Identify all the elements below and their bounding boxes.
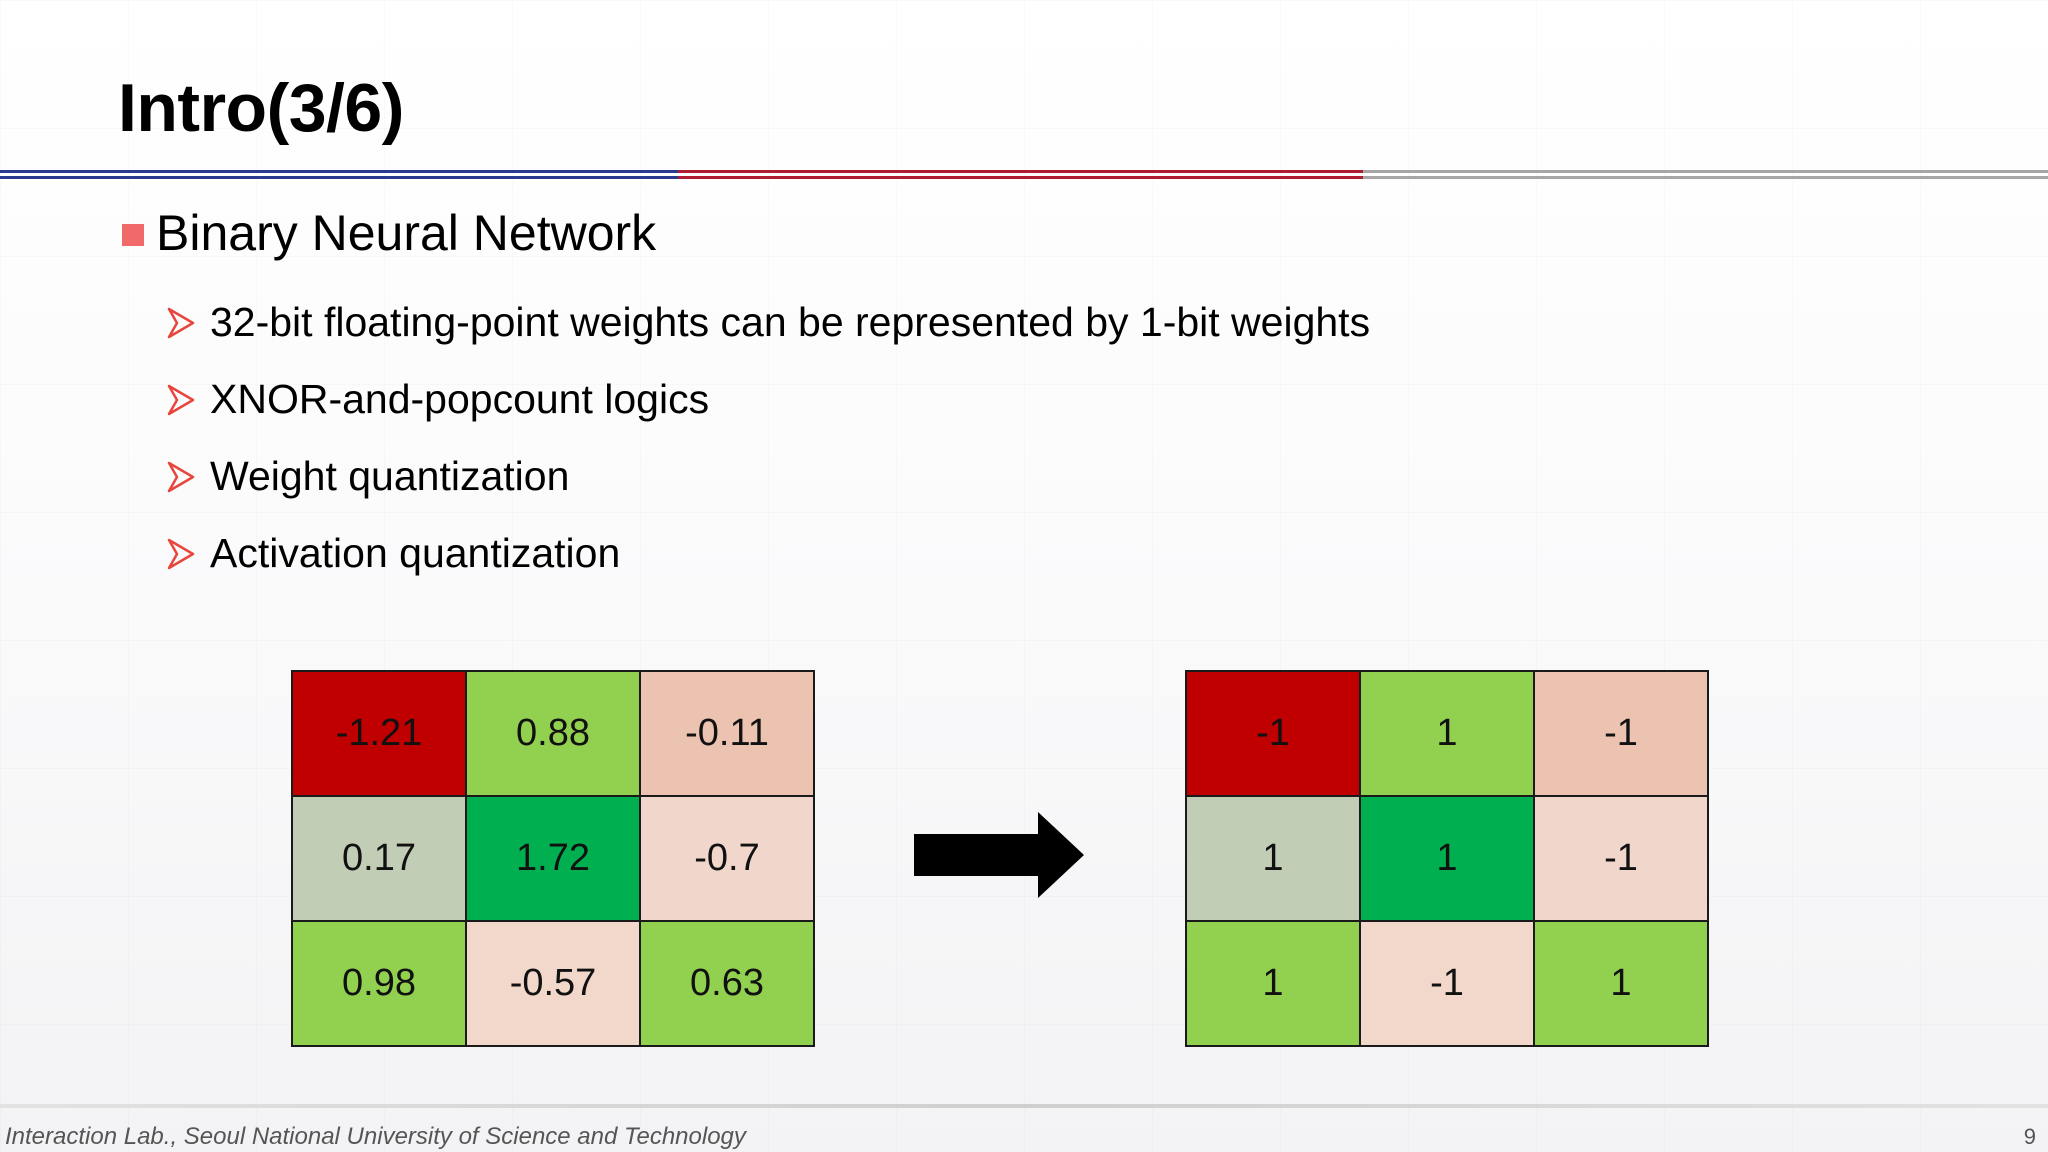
matrix-cell: -0.57 [465, 920, 641, 1047]
sub-bullet-list: 32-bit floating-point weights can be rep… [166, 284, 1370, 592]
sub-bullet-text: Activation quantization [210, 530, 621, 576]
matrix-cell: 0.88 [465, 670, 641, 797]
matrix-cell: 0.63 [639, 920, 815, 1047]
matrix-cell: 0.98 [291, 920, 467, 1047]
title-rule-blue [0, 170, 678, 180]
matrix-cell: 1 [1185, 920, 1361, 1047]
sub-bullet-text: Weight quantization [210, 453, 570, 499]
main-bullet: Binary Neural Network [122, 204, 656, 262]
page-number: 9 [2023, 1124, 2036, 1149]
matrix-cell: 1.72 [465, 795, 641, 922]
arrow-bullet-icon [167, 538, 195, 569]
sub-bullet-text: XNOR-and-popcount logics [210, 376, 710, 422]
main-bullet-text: Binary Neural Network [156, 205, 657, 261]
arrow-bullet-icon [167, 307, 195, 338]
binary-weight-matrix: -1 1 -1 1 1 -1 1 -1 1 [1185, 670, 1709, 1047]
matrix-cell: -1 [1533, 795, 1709, 922]
right-arrow-icon [914, 812, 1084, 898]
matrix-row: -1 1 -1 [1185, 670, 1709, 797]
matrix-row: 1 -1 1 [1185, 920, 1709, 1047]
matrix-cell: -1.21 [291, 670, 467, 797]
footer-rule [0, 1104, 2048, 1108]
float-weight-matrix: -1.21 0.88 -0.11 0.17 1.72 -0.7 0.98 -0.… [291, 670, 815, 1047]
bullet-square-icon [122, 224, 144, 246]
matrix-cell: -1 [1185, 670, 1361, 797]
matrix-cell: 0.17 [291, 795, 467, 922]
matrix-cell: -1 [1533, 670, 1709, 797]
title-rule-red [678, 170, 1363, 180]
matrix-cell: -0.7 [639, 795, 815, 922]
matrix-cell: 1 [1533, 920, 1709, 1047]
matrix-row: -1.21 0.88 -0.11 [291, 670, 815, 797]
sub-bullet-item: Weight quantization [166, 438, 1370, 515]
matrix-cell: 1 [1185, 795, 1361, 922]
matrix-row: 0.17 1.72 -0.7 [291, 795, 815, 922]
arrow-bullet-icon [167, 461, 195, 492]
footer-text: Interaction Lab., Seoul National Univers… [5, 1123, 746, 1150]
title-rule-gray [1363, 170, 2048, 180]
matrix-cell: 1 [1359, 670, 1535, 797]
matrix-row: 0.98 -0.57 0.63 [291, 920, 815, 1047]
matrix-cell: -1 [1359, 920, 1535, 1047]
matrix-cell: 1 [1359, 795, 1535, 922]
sub-bullet-item: 32-bit floating-point weights can be rep… [166, 284, 1370, 361]
slide-title: Intro(3/6) [118, 70, 404, 146]
sub-bullet-text: 32-bit floating-point weights can be rep… [210, 299, 1371, 345]
matrix-cell: -0.11 [639, 670, 815, 797]
matrix-row: 1 1 -1 [1185, 795, 1709, 922]
sub-bullet-item: XNOR-and-popcount logics [166, 361, 1370, 438]
sub-bullet-item: Activation quantization [166, 515, 1370, 592]
arrow-bullet-icon [167, 384, 195, 415]
